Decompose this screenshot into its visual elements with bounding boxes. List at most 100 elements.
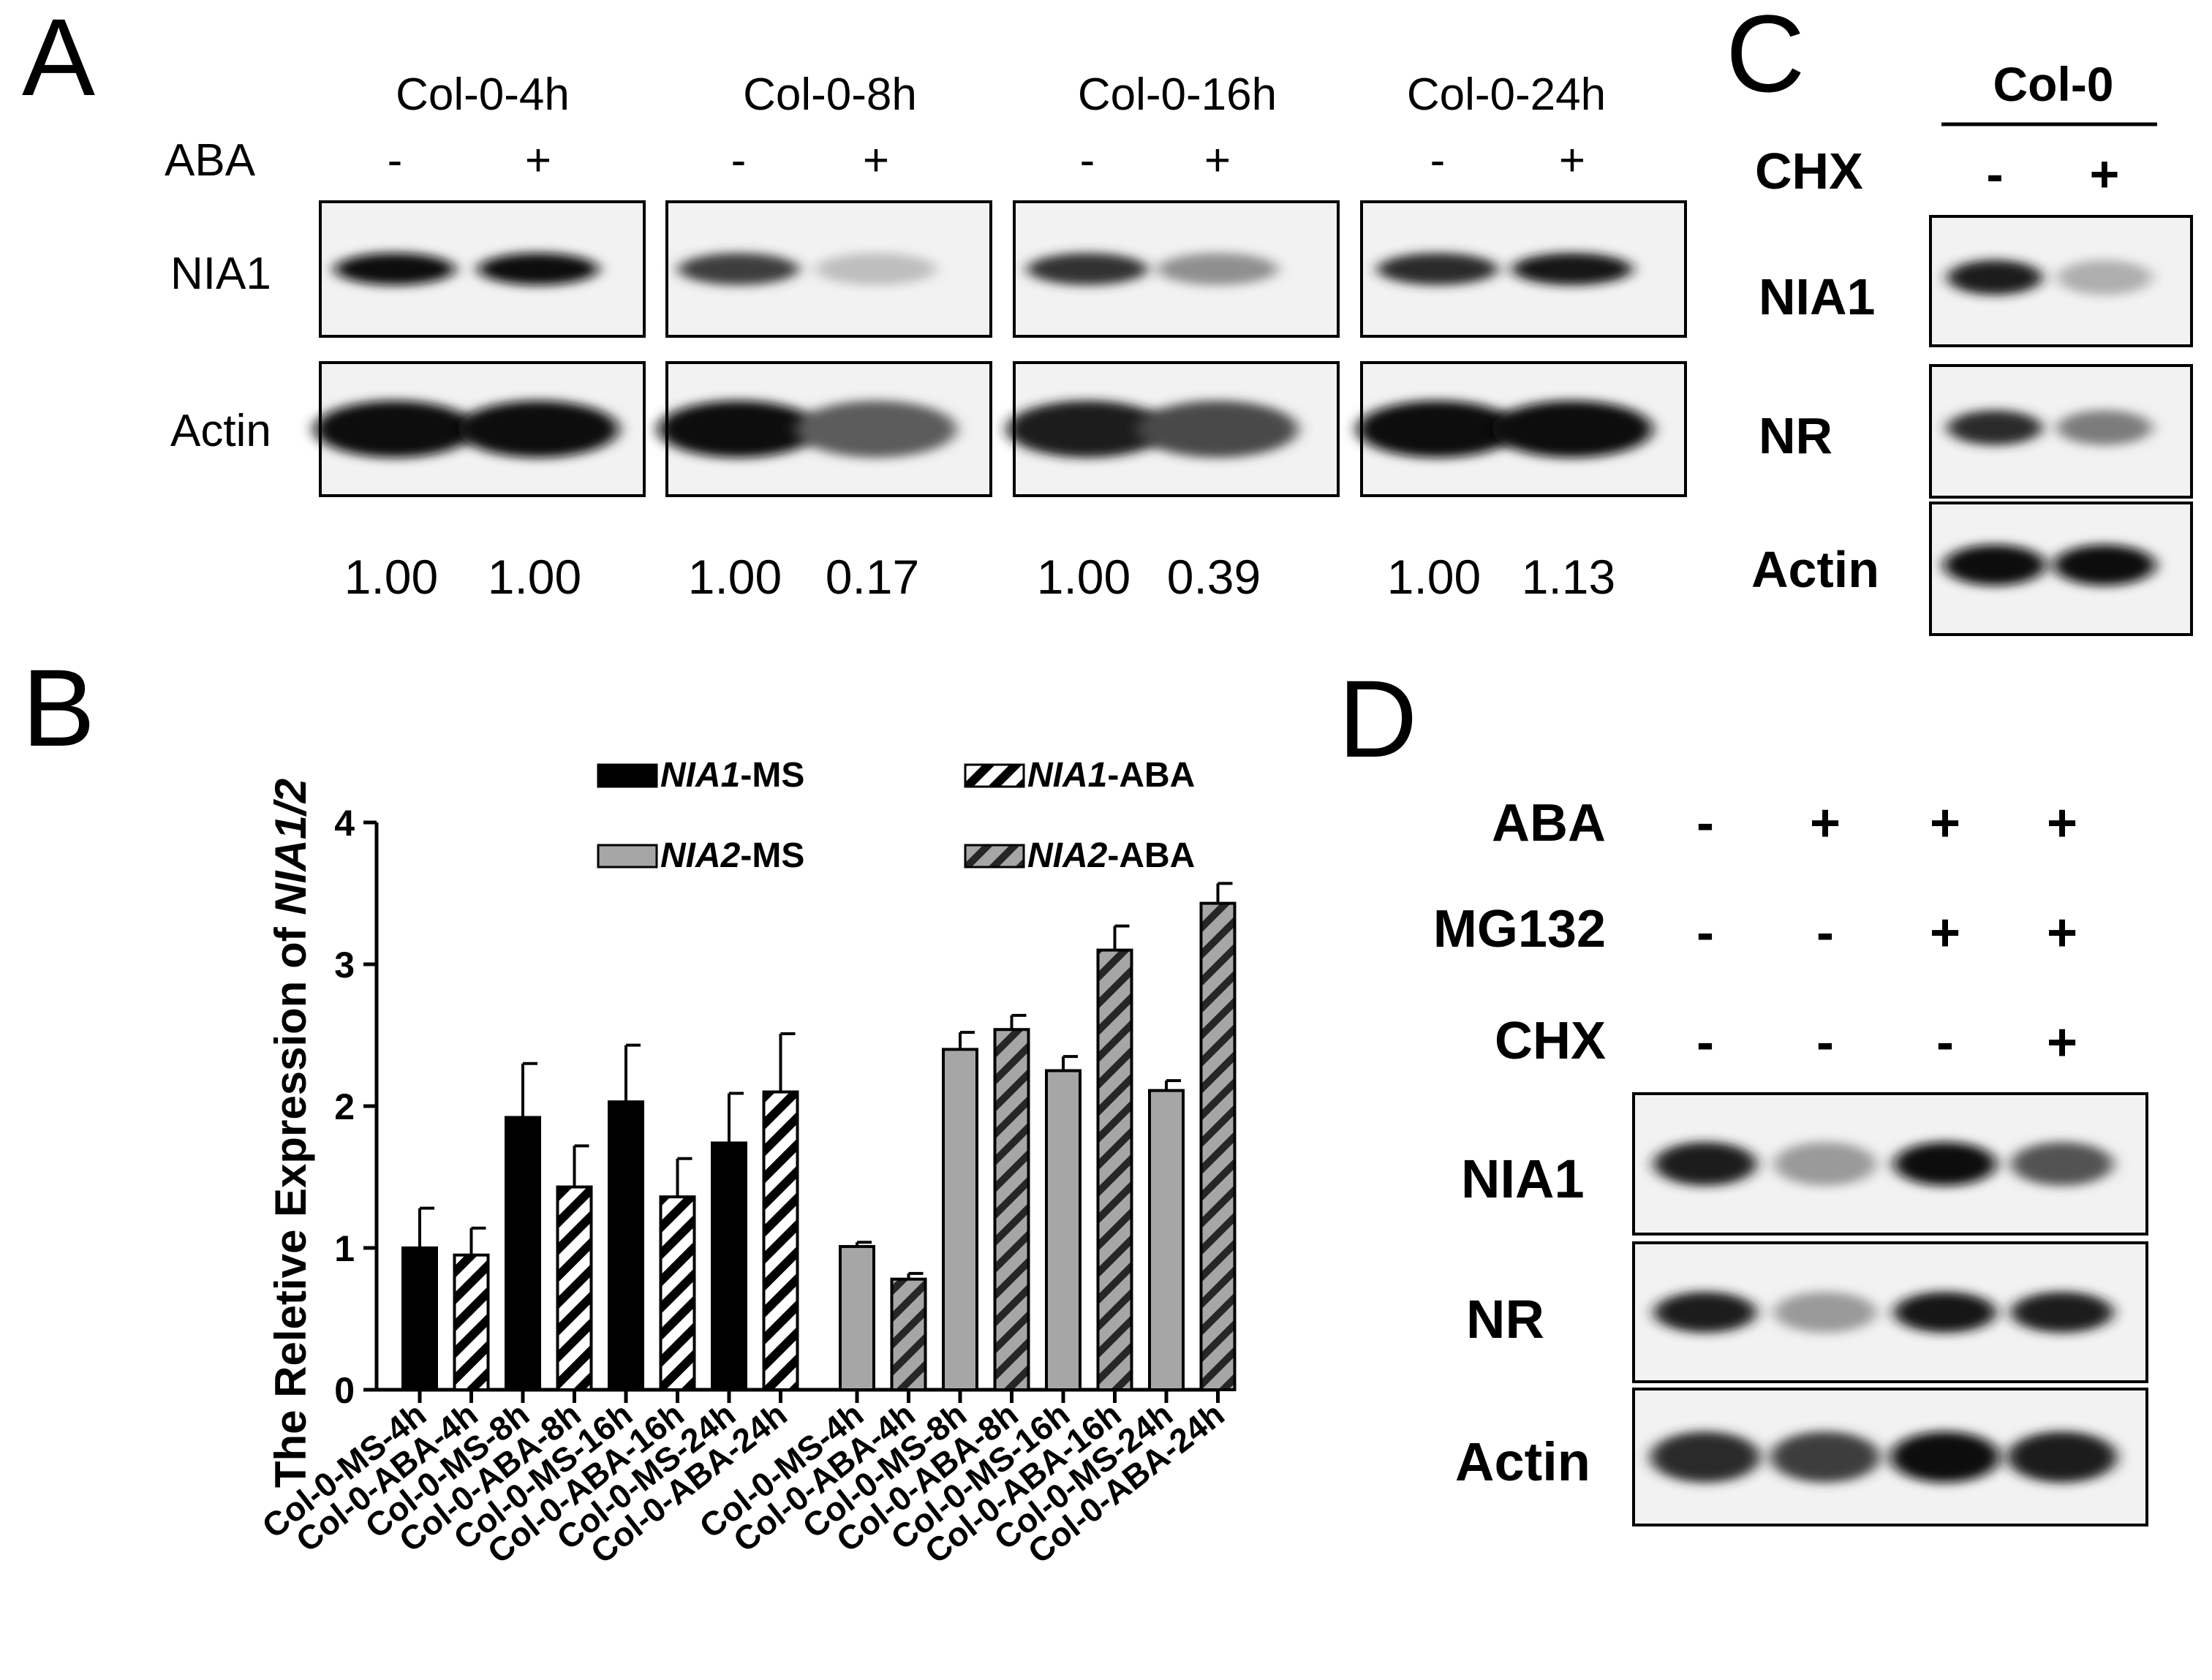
actin-band bbox=[1137, 401, 1298, 458]
bar bbox=[1148, 1089, 1185, 1392]
actin-band bbox=[1890, 1431, 2000, 1483]
bar bbox=[505, 1116, 541, 1392]
treatment-sign: + bbox=[2047, 904, 2077, 962]
group-label: Col-0-24h bbox=[1407, 69, 1606, 120]
panel-d: D ABA MG132 CHX - + + + - - + + - - - + NIA1 NR Act… bbox=[1338, 657, 2148, 1526]
panel-c-letter: C bbox=[1726, 0, 1805, 115]
aba-label: ABA bbox=[1492, 794, 1606, 852]
blot-border bbox=[319, 361, 646, 497]
aba-row-label: ABA bbox=[165, 135, 256, 186]
group-label: Col-0-16h bbox=[1078, 69, 1277, 120]
nia1-band bbox=[1027, 253, 1148, 285]
nia1-band bbox=[1947, 260, 2042, 295]
bar bbox=[1199, 901, 1237, 1391]
nia1-band bbox=[1377, 253, 1498, 285]
legend-swatch bbox=[597, 763, 658, 788]
treatment-sign: - bbox=[1696, 1013, 1714, 1072]
treatment-sign: + bbox=[525, 135, 551, 186]
nr-row-label: NR bbox=[1759, 407, 1832, 464]
legend-item: NIA1-MS bbox=[597, 756, 804, 795]
treatment-signs: - + + + - - + + - - - + bbox=[1696, 794, 2077, 1072]
treatment-sign: - bbox=[1936, 1013, 1954, 1072]
nia1-band bbox=[334, 253, 456, 285]
actin-band bbox=[1944, 545, 2046, 586]
nia1-band bbox=[2011, 1142, 2113, 1186]
blot-border bbox=[665, 200, 992, 338]
y-tick-label: 0 bbox=[334, 1370, 355, 1411]
panel-c: C Col-0 CHX - + NIA1 NR Actin bbox=[1726, 0, 2193, 636]
group-labels: Col-0-4h Col-0-8h Col-0-16h Col-0-24h bbox=[396, 69, 1606, 120]
legend-item: NIA1-ABA bbox=[964, 756, 1195, 795]
nia1-row-label: NIA1 bbox=[1461, 1149, 1585, 1209]
legend-swatch bbox=[964, 763, 1025, 788]
quant-value: 1.00 bbox=[1387, 550, 1481, 604]
quant-value: 1.13 bbox=[1522, 550, 1615, 604]
treatment-sign: - bbox=[1816, 904, 1834, 962]
blot-border bbox=[1632, 1241, 2148, 1383]
quant-value: 0.17 bbox=[826, 550, 919, 604]
nia1-band bbox=[678, 253, 799, 285]
nr-band bbox=[1894, 1292, 1996, 1333]
blots bbox=[314, 200, 1687, 497]
legend-label: NIA2-MS bbox=[660, 836, 804, 875]
treatment-sign: - bbox=[1430, 135, 1446, 186]
treatment-sign: - bbox=[1986, 145, 2003, 203]
treatment-sign: - bbox=[1696, 904, 1714, 962]
group-label: Col-0-4h bbox=[396, 69, 570, 120]
actin-band bbox=[1357, 401, 1518, 458]
nia1-band bbox=[477, 253, 599, 285]
treatment-sign: + bbox=[2090, 145, 2120, 203]
quant-value: 1.00 bbox=[488, 550, 581, 604]
treatment-sign: + bbox=[863, 135, 889, 186]
bar-chart: 01234Col-0-MS-4hCol-0-ABA-4hCol-0-MS-8hC… bbox=[255, 803, 1237, 1571]
quant-value: 1.00 bbox=[1037, 550, 1130, 604]
quant-value: 1.00 bbox=[688, 550, 782, 604]
nia1-band bbox=[1157, 253, 1278, 285]
treatment-sign: - bbox=[1080, 135, 1095, 186]
blot-border bbox=[319, 200, 646, 338]
bar bbox=[659, 1195, 696, 1392]
actin-band bbox=[1492, 401, 1653, 458]
treatment-sign: + bbox=[1930, 904, 1960, 962]
treatment-signs: - + - + - + - + bbox=[388, 135, 1585, 186]
treatment-sign: - bbox=[1696, 794, 1714, 852]
bar bbox=[762, 1090, 799, 1391]
bar bbox=[1045, 1069, 1082, 1391]
legend-swatch bbox=[964, 844, 1025, 869]
nia1-row-label: NIA1 bbox=[170, 249, 271, 299]
legend-item: NIA2-MS bbox=[597, 836, 804, 875]
nia1-band bbox=[2057, 260, 2152, 295]
legend-swatch bbox=[597, 844, 658, 869]
y-tick-label: 1 bbox=[334, 1228, 355, 1269]
nr-band bbox=[2057, 410, 2152, 445]
legend-item: NIA2-ABA bbox=[964, 836, 1195, 875]
bar bbox=[556, 1185, 593, 1391]
treatment-sign: - bbox=[731, 135, 747, 186]
nia1-band bbox=[1511, 253, 1633, 285]
chx-label: CHX bbox=[1495, 1012, 1606, 1070]
bar bbox=[453, 1253, 490, 1391]
bar bbox=[993, 1028, 1030, 1391]
nr-band bbox=[1947, 410, 2042, 445]
nia1-band bbox=[815, 253, 937, 285]
blot-border bbox=[1929, 502, 2193, 636]
treatment-sign: + bbox=[1204, 135, 1231, 186]
quant-value: 1.00 bbox=[344, 550, 438, 604]
nia1-row-label: NIA1 bbox=[1759, 268, 1875, 325]
treatment-sign: + bbox=[2047, 1013, 2077, 1072]
col0-header: Col-0 bbox=[1993, 57, 2114, 111]
legend-label: NIA2-ABA bbox=[1027, 836, 1195, 875]
legend-label: NIA1-ABA bbox=[1027, 756, 1195, 795]
nr-band bbox=[2011, 1292, 2113, 1333]
panel-a: A ABA Col-0-4h Col-0-8h Col-0-16h Col-0-… bbox=[22, 0, 1687, 604]
actin-row-label: Actin bbox=[1455, 1431, 1590, 1492]
actin-band bbox=[1770, 1431, 1880, 1483]
panel-a-letter: A bbox=[22, 0, 95, 118]
bar bbox=[890, 1277, 927, 1392]
treatment-sign: - bbox=[388, 135, 403, 186]
panel-b: B NIA1-MS NIA1-ABA NIA2-MS NIA2-ABA The … bbox=[22, 646, 1237, 1571]
y-axis-label: The Reletive Expression of NIA1/2 bbox=[266, 779, 315, 1488]
legend-label: NIA1-MS bbox=[660, 756, 804, 795]
blot-border bbox=[1632, 1092, 2148, 1236]
